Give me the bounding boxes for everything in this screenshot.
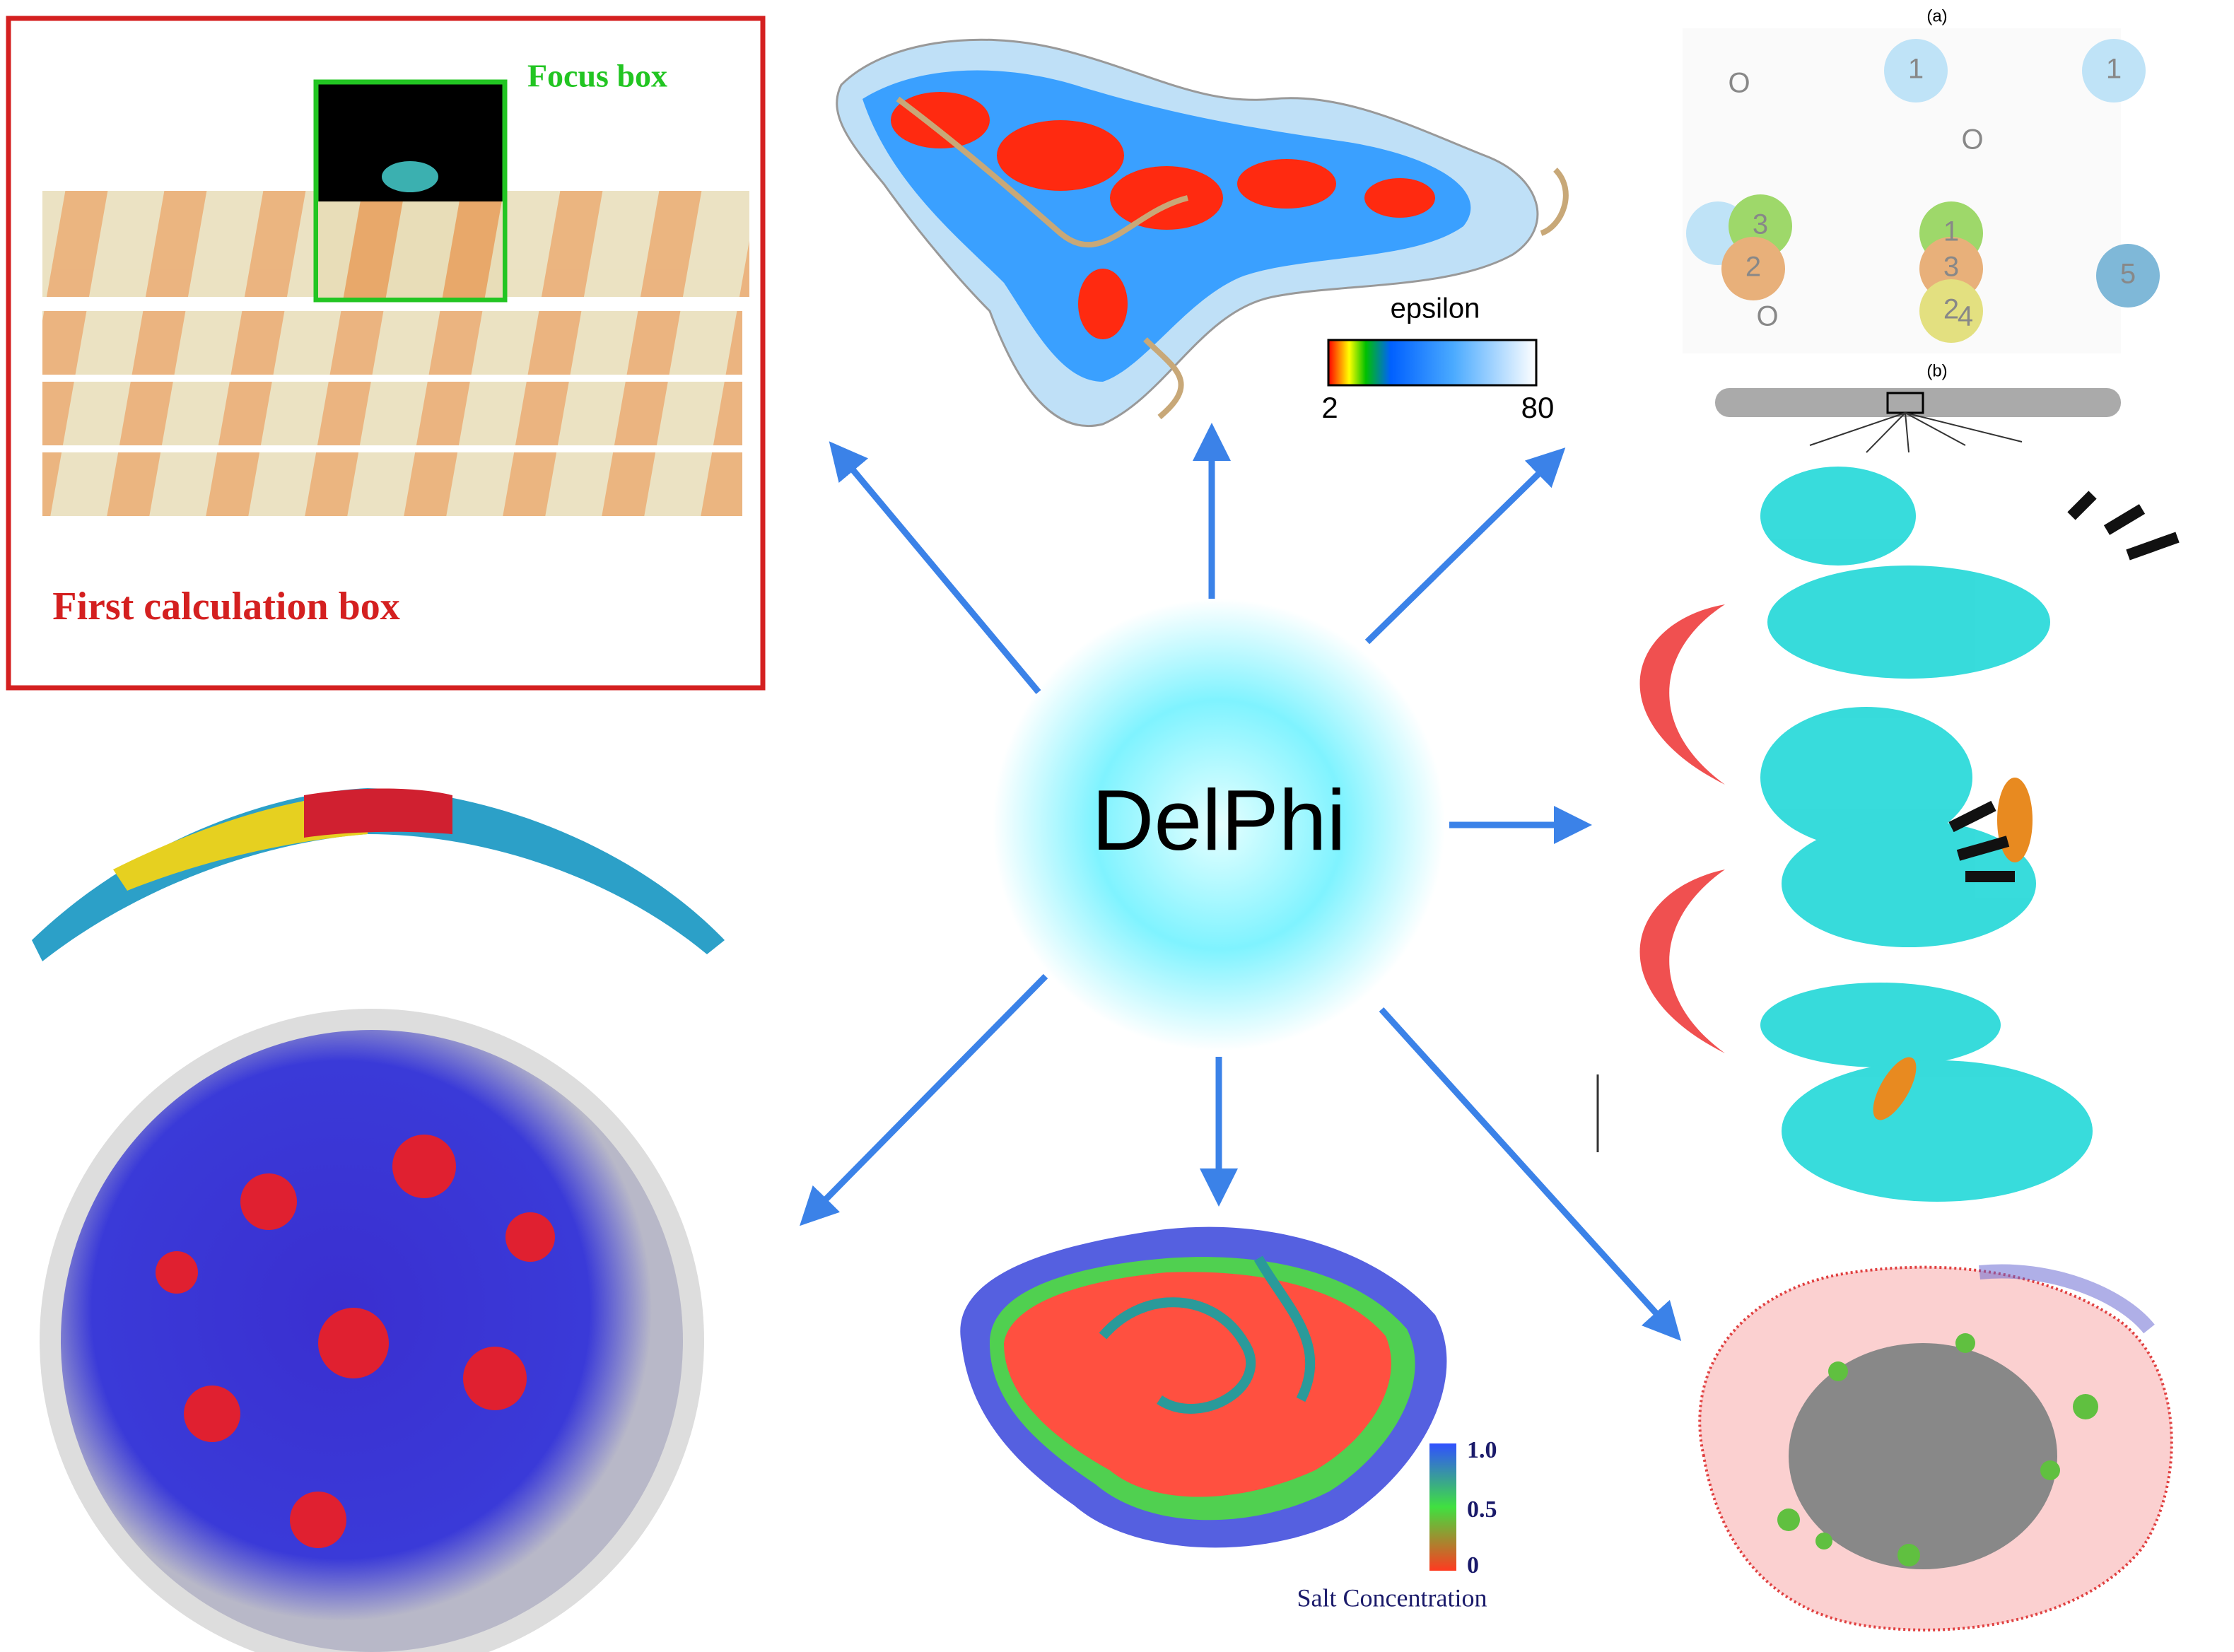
mesh-protein xyxy=(1789,1343,2057,1569)
salt-colorbar xyxy=(1429,1443,1456,1571)
red-curved-arrows xyxy=(1639,604,1725,1053)
grid-cell-label: 1 xyxy=(1908,54,1924,85)
epsilon-colorbar xyxy=(1327,339,1538,387)
panel-label: (a) xyxy=(1926,6,1947,25)
epsilon-min: 2 xyxy=(1321,391,1338,424)
ligand xyxy=(1997,778,2033,862)
focus-protein xyxy=(382,161,438,192)
salt-map-inner xyxy=(1004,1272,1391,1497)
salt-tick-label: 0.5 xyxy=(1467,1496,1497,1523)
center-glow xyxy=(993,599,1445,1051)
salt-tick-label: 1.0 xyxy=(1467,1437,1497,1463)
proteins xyxy=(1760,467,2093,1202)
grid-cell-label: 1 xyxy=(2106,54,2122,85)
salt-title: Salt Concentration xyxy=(1297,1583,1487,1612)
calculation-label: First calculation box xyxy=(52,585,400,628)
sphere-spots xyxy=(156,1135,555,1548)
panel-label: (b) xyxy=(1926,361,1947,380)
grid-cell-label: 2 xyxy=(1745,252,1761,283)
ribbon xyxy=(896,96,1569,420)
epsilon-low xyxy=(891,92,1435,339)
salt-tick-label: 0 xyxy=(1467,1552,1479,1578)
ions xyxy=(1777,1333,2098,1566)
center-label: DelPhi xyxy=(1092,772,1345,868)
ligand xyxy=(1873,1057,1917,1120)
arrows xyxy=(800,423,1682,1342)
grid-cell-label: 4 xyxy=(1958,301,1973,332)
grid-cell-label: O xyxy=(1728,68,1750,99)
black-arrows xyxy=(1948,491,2180,882)
epsilon-max: 80 xyxy=(1521,391,1555,424)
grid-cell-label: 3 xyxy=(1943,252,1959,283)
epsilon-title: epsilon xyxy=(1391,293,1480,324)
grid-cell-label: 2 xyxy=(1943,294,1959,325)
grid-diagram xyxy=(1683,28,2160,453)
grid-cell-label: 1 xyxy=(1943,216,1959,247)
focus-lattice xyxy=(318,201,503,298)
filament-segment xyxy=(304,788,452,838)
grid-cell-label: 5 xyxy=(2120,259,2136,290)
salt-ribbon xyxy=(1099,1255,1316,1414)
grid-cell-label: 3 xyxy=(1753,209,1768,240)
mesh-blue xyxy=(1979,1264,2155,1334)
focus-label: Focus box xyxy=(527,58,667,94)
grid-cell-label: O xyxy=(1756,301,1778,332)
grid-cell-label: O xyxy=(1961,124,1983,156)
